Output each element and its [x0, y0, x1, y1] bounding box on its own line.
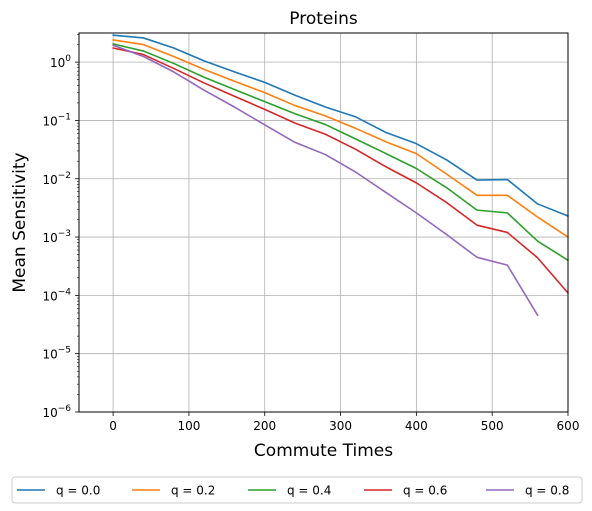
y-tick-label-exponent: −6 [58, 404, 72, 414]
y-tick-label-base: 10 [42, 231, 57, 245]
x-axis-title: Commute Times [254, 441, 393, 461]
y-tick-label: 10−4 [42, 287, 71, 303]
y-tick-label-exponent: −3 [58, 229, 71, 239]
plot-area-frame [78, 32, 569, 413]
x-tick-label: 200 [253, 419, 276, 433]
y-tick-label: 10−1 [42, 112, 71, 128]
x-axis: 0 100 200 300 400 500 600 [109, 412, 579, 433]
y-tick-label: 10−5 [42, 346, 71, 362]
series-lines [112, 34, 569, 317]
y-tick-label-exponent: 0 [65, 54, 71, 64]
grid [79, 33, 569, 413]
legend-label-4: q = 0.8 [525, 484, 569, 498]
y-tick-label: 100 [50, 54, 71, 70]
legend-frame [11, 476, 583, 504]
y-tick-label-base: 10 [42, 114, 57, 128]
y-tick-label-exponent: −5 [58, 346, 71, 356]
y-axis-title: Mean Sensitivity [10, 152, 30, 292]
series-line-2 [112, 43, 569, 262]
legend-label-1: q = 0.2 [171, 484, 215, 498]
legend-label-3: q = 0.6 [403, 484, 447, 498]
x-tick-label: 100 [177, 419, 200, 433]
y-tick-label-base: 10 [42, 173, 57, 187]
legend-label-2: q = 0.4 [287, 484, 331, 498]
x-tick-label: 500 [481, 419, 504, 433]
series-line-4 [112, 44, 539, 317]
series-line-3 [112, 47, 569, 294]
y-tick-label-base: 10 [42, 406, 57, 420]
y-tick-label: 10−6 [42, 404, 71, 420]
y-tick-label: 10−3 [42, 229, 71, 245]
x-tick-label: 600 [557, 419, 580, 433]
y-tick-label-exponent: −2 [58, 171, 71, 181]
legend-label-0: q = 0.0 [56, 484, 100, 498]
series-line-1 [112, 39, 569, 238]
x-tick-label: 0 [109, 419, 117, 433]
y-tick-label-base: 10 [42, 348, 57, 362]
chart-title: Proteins [289, 9, 358, 29]
y-tick-label-base: 10 [50, 56, 65, 70]
legend: q = 0.0 q = 0.2 q = 0.4 q = 0.6 q = 0.8 [11, 476, 583, 504]
series-line-0 [112, 34, 569, 217]
x-tick-label: 400 [405, 419, 428, 433]
y-tick-label-base: 10 [42, 289, 57, 303]
x-tick-label: 300 [329, 419, 352, 433]
y-tick-label-exponent: −1 [58, 112, 71, 122]
y-tick-label: 10−2 [42, 171, 71, 187]
y-tick-label-exponent: −4 [58, 287, 72, 297]
